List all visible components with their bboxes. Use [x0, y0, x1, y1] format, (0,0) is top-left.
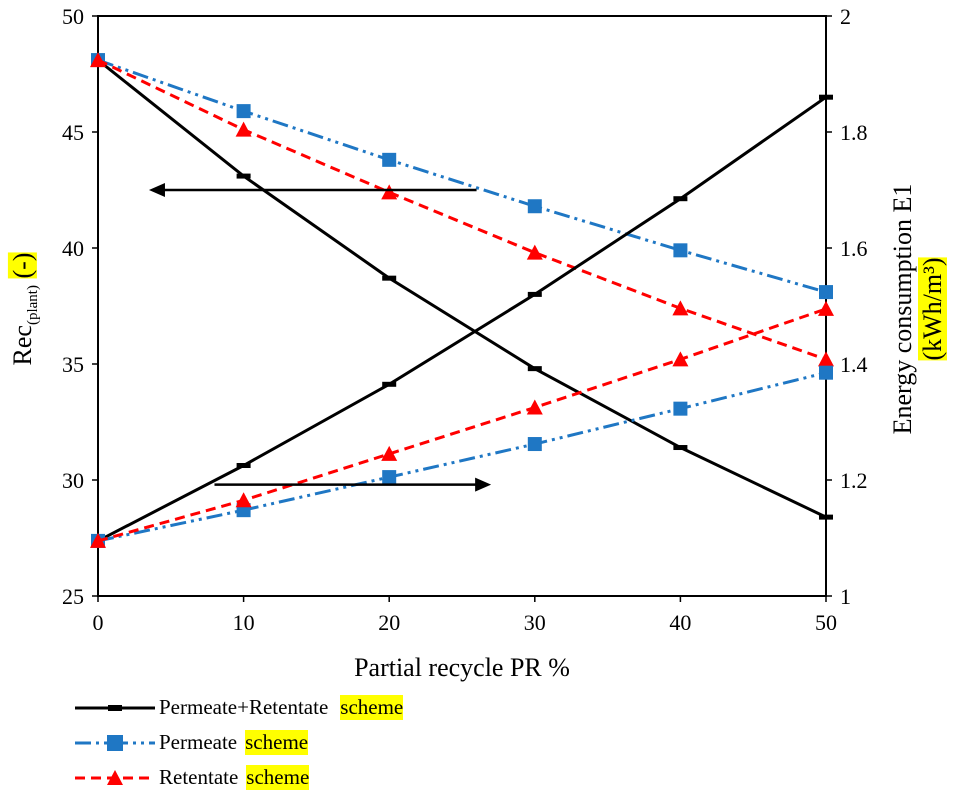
series-permeate-right — [91, 365, 833, 548]
data-point-triangle — [526, 399, 543, 415]
x-tick-label: 20 — [378, 610, 400, 635]
data-point-square — [236, 104, 251, 119]
data-point-square — [382, 152, 397, 167]
data-point-triangle — [381, 184, 398, 200]
data-point-square — [527, 199, 542, 214]
legend-label-suffix: scheme — [340, 695, 404, 720]
y-right-tick-label: 1.2 — [840, 468, 868, 493]
y-right-tick-label: 2 — [840, 4, 851, 29]
data-point-triangle — [90, 52, 106, 68]
y-left-tick-label: 40 — [62, 236, 84, 261]
series-permeate-retentate-right — [91, 94, 833, 544]
y-axis-title-left-unit: (-) — [7, 252, 37, 279]
data-point-square — [673, 401, 688, 416]
y-right-tick-label: 1.4 — [840, 352, 868, 377]
y-axis-title-right-line2: (kWh/m³) — [918, 257, 947, 361]
data-point-square — [527, 437, 542, 452]
data-point-triangle — [672, 300, 689, 316]
arrow-head — [475, 477, 492, 492]
data-point-square — [819, 365, 833, 380]
data-point-triangle — [818, 300, 834, 316]
y-left-tick-label: 45 — [62, 120, 84, 145]
legend-item-retentate: Retentate scheme — [75, 760, 403, 795]
data-point-square — [819, 285, 833, 300]
legend-swatch-permeate-retentate — [75, 704, 155, 711]
arrow-left — [148, 183, 477, 197]
y-axis-title-right: Energy consumption E1 (kWh/m³) — [888, 183, 948, 435]
data-point-triangle — [235, 492, 252, 508]
legend-label: Permeate+Retentate — [159, 695, 329, 719]
arrow-head — [148, 183, 165, 197]
legend-swatch-permeate — [75, 734, 155, 751]
data-point-triangle — [818, 351, 834, 367]
series-permeate-retentate-left — [91, 57, 833, 520]
x-tick-label: 0 — [93, 610, 104, 635]
x-axis-title: Partial recycle PR % — [354, 653, 570, 682]
y-left-tick-label: 50 — [62, 4, 84, 29]
legend-label: Permeate — [159, 730, 238, 754]
y-left-tick-label: 35 — [62, 352, 84, 377]
y-right-tick-label: 1 — [840, 584, 851, 609]
x-tick-label: 30 — [524, 610, 546, 635]
series-line — [97, 58, 827, 294]
arrows-layer — [148, 183, 492, 492]
legend-swatch-retentate — [75, 769, 155, 785]
arrow-right — [214, 477, 492, 492]
data-point-triangle — [381, 445, 398, 461]
x-tick-label: 40 — [669, 610, 691, 635]
legend-label: Retentate — [159, 765, 239, 789]
series-layer — [90, 52, 834, 548]
series-permeate-left — [91, 53, 833, 300]
x-tick-label: 50 — [815, 610, 837, 635]
legend-label-suffix: scheme — [246, 765, 310, 790]
y-left-tick-label: 30 — [62, 468, 84, 493]
series-retentate-right — [90, 300, 834, 548]
legend-item-permeate: Permeate scheme — [75, 725, 403, 760]
data-point-triangle — [235, 121, 252, 137]
data-point-triangle — [672, 351, 689, 367]
series-line — [97, 58, 827, 519]
y-right-tick-label: 1.8 — [840, 120, 868, 145]
y-axis-title-right-line1: Energy consumption E1 — [888, 183, 917, 435]
legend: Permeate+Retentate scheme Permeate schem… — [75, 690, 404, 795]
y-axis-title-left: Rec(plant) (-) — [7, 252, 42, 366]
x-tick-label: 10 — [233, 610, 255, 635]
data-point-triangle — [526, 244, 543, 260]
y-right-tick-label: 1.6 — [840, 236, 868, 261]
series-line — [97, 58, 827, 361]
series-line — [97, 371, 827, 543]
legend-label-suffix: scheme — [245, 730, 309, 755]
data-point-square — [673, 243, 688, 258]
y-axis-title-left-sub: (plant) — [25, 285, 42, 326]
data-point-square — [382, 470, 397, 485]
y-left-tick-label: 25 — [62, 584, 84, 609]
legend-item-permeate-retentate: Permeate+Retentate scheme — [75, 690, 404, 725]
series-line — [97, 307, 827, 543]
data-point-triangle — [90, 532, 106, 548]
y-axis-title-left-main: Rec — [7, 325, 37, 366]
series-retentate-left — [90, 52, 834, 367]
series-line — [97, 95, 827, 543]
